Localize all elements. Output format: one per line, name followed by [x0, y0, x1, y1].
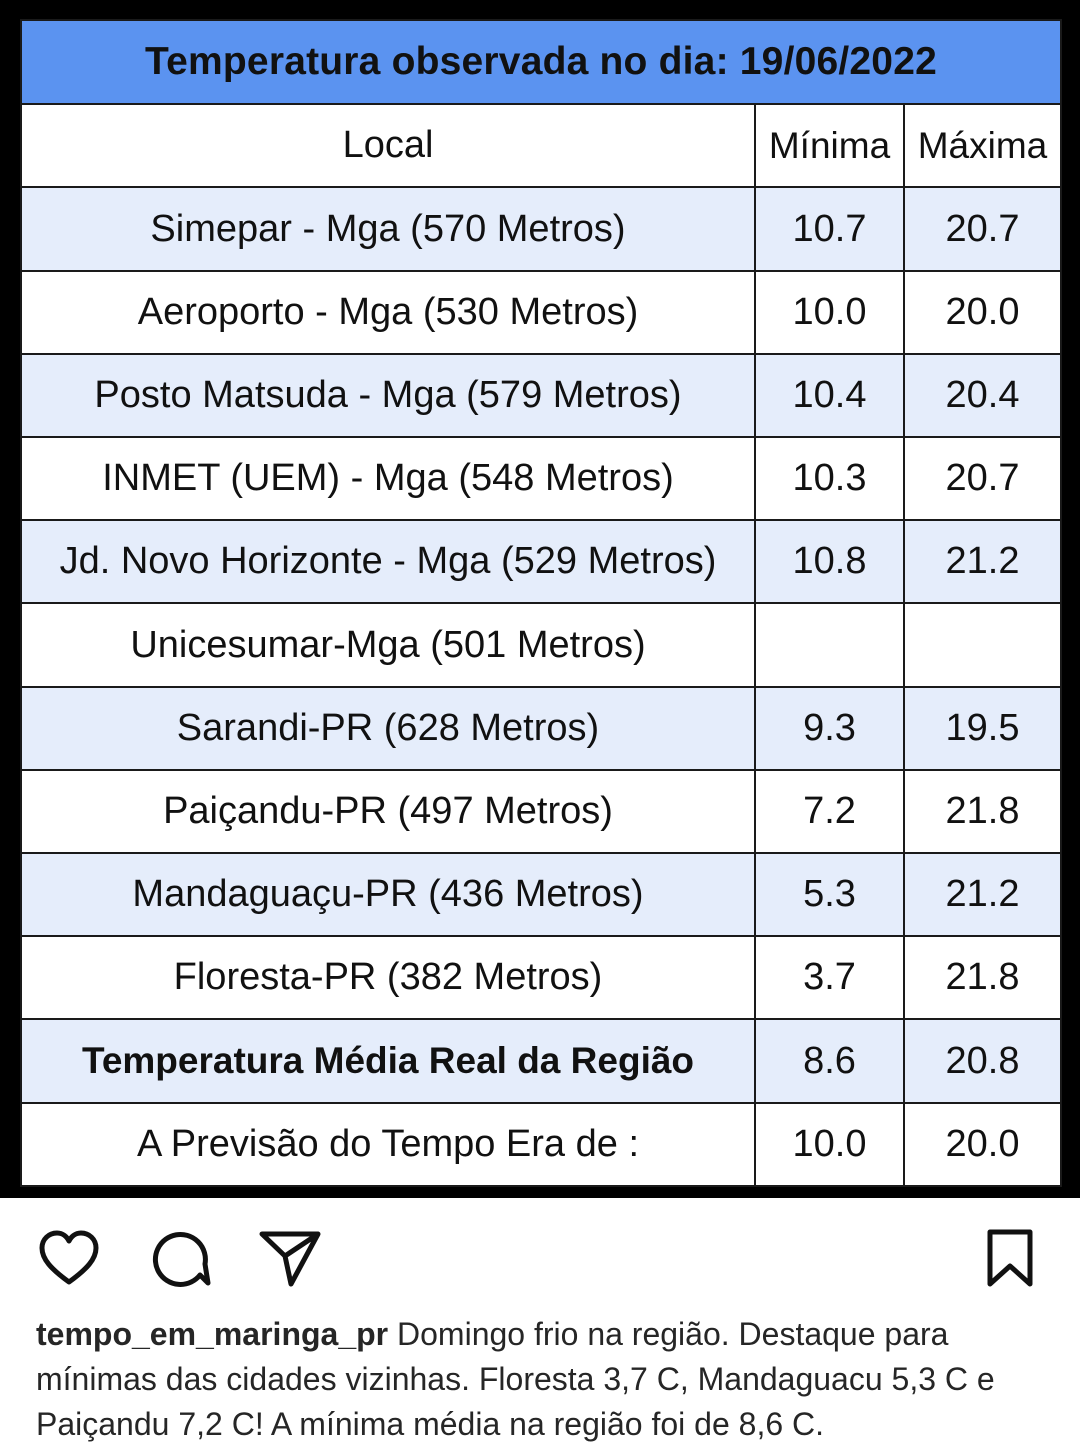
- header-min: Mínima: [754, 103, 905, 189]
- station-name: Floresta-PR (382 Metros): [20, 935, 756, 1021]
- min-temp: 10.0: [754, 269, 905, 355]
- temperature-table: Temperatura observada no dia: 19/06/2022…: [19, 18, 1063, 1188]
- table-row: Jd. Novo Horizonte - Mga (529 Metros) 10…: [20, 519, 1063, 605]
- forecast-min: 10.0: [754, 1101, 905, 1188]
- min-temp: 7.2: [754, 768, 905, 855]
- max-temp: 20.7: [902, 186, 1063, 272]
- paper-plane-icon[interactable]: [258, 1228, 322, 1288]
- header-max: Máxima: [902, 103, 1063, 189]
- table-row: Simepar - Mga (570 Metros) 10.7 20.7: [20, 186, 1063, 272]
- min-temp: [754, 602, 905, 688]
- station-name: INMET (UEM) - Mga (548 Metros): [20, 436, 756, 522]
- max-temp: 21.2: [902, 519, 1063, 605]
- min-temp: 9.3: [754, 685, 905, 771]
- comment-icon[interactable]: [148, 1228, 212, 1288]
- station-name: Aeroporto - Mga (530 Metros): [20, 269, 756, 355]
- average-label: Temperatura Média Real da Região: [20, 1018, 756, 1104]
- table-row: Mandaguaçu-PR (436 Metros) 5.3 21.2: [20, 852, 1063, 938]
- station-name: Jd. Novo Horizonte - Mga (529 Metros): [20, 519, 756, 605]
- max-temp: 20.0: [902, 269, 1063, 355]
- max-temp: [902, 602, 1063, 688]
- average-min: 8.6: [754, 1018, 905, 1104]
- min-temp: 10.7: [754, 186, 905, 272]
- forecast-max: 20.0: [902, 1101, 1063, 1188]
- min-temp: 10.8: [754, 519, 905, 605]
- table-row: INMET (UEM) - Mga (548 Metros) 10.3 20.7: [20, 436, 1063, 522]
- header-local: Local: [20, 103, 756, 189]
- heart-icon[interactable]: [37, 1228, 101, 1288]
- caption-text: Domingo frio na região. Destaque para mí…: [36, 1316, 995, 1442]
- table-title: Temperatura observada no dia: 19/06/2022: [19, 18, 1063, 106]
- min-temp: 5.3: [754, 852, 905, 938]
- min-temp: 10.3: [754, 436, 905, 522]
- max-temp: 21.8: [902, 935, 1063, 1021]
- bookmark-icon[interactable]: [980, 1228, 1040, 1288]
- table-row: Aeroporto - Mga (530 Metros) 10.0 20.0: [20, 269, 1063, 355]
- average-max: 20.8: [902, 1018, 1063, 1104]
- table-row: Unicesumar-Mga (501 Metros): [20, 602, 1063, 688]
- table-row: Posto Matsuda - Mga (579 Metros) 10.4 20…: [20, 352, 1063, 439]
- post-action-bar: [0, 1198, 1080, 1308]
- table-header-row: Local Mínima Máxima: [20, 103, 1063, 189]
- station-name: Paiçandu-PR (497 Metros): [20, 768, 756, 855]
- station-name: Mandaguaçu-PR (436 Metros): [20, 852, 756, 938]
- max-temp: 21.8: [902, 768, 1063, 855]
- max-temp: 20.7: [902, 436, 1063, 522]
- station-name: Sarandi-PR (628 Metros): [20, 685, 756, 771]
- post-caption: tempo_em_maringa_pr Domingo frio na regi…: [36, 1312, 1056, 1447]
- max-temp: 21.2: [902, 852, 1063, 938]
- table-row: Floresta-PR (382 Metros) 3.7 21.8: [20, 935, 1063, 1021]
- average-row: Temperatura Média Real da Região 8.6 20.…: [20, 1018, 1063, 1104]
- station-name: Simepar - Mga (570 Metros): [20, 186, 756, 272]
- max-temp: 20.4: [902, 352, 1063, 439]
- table-row: Paiçandu-PR (497 Metros) 7.2 21.8: [20, 768, 1063, 855]
- table-title-row: Temperatura observada no dia: 19/06/2022: [19, 18, 1063, 106]
- forecast-row: A Previsão do Tempo Era de : 10.0 20.0: [20, 1101, 1063, 1188]
- table-row: Sarandi-PR (628 Metros) 9.3 19.5: [20, 685, 1063, 771]
- station-name: Posto Matsuda - Mga (579 Metros): [20, 352, 756, 439]
- forecast-label: A Previsão do Tempo Era de :: [20, 1101, 756, 1188]
- max-temp: 19.5: [902, 685, 1063, 771]
- min-temp: 3.7: [754, 935, 905, 1021]
- station-name: Unicesumar-Mga (501 Metros): [20, 602, 756, 688]
- min-temp: 10.4: [754, 352, 905, 439]
- post-image: Temperatura observada no dia: 19/06/2022…: [0, 0, 1080, 1198]
- caption-username[interactable]: tempo_em_maringa_pr: [36, 1316, 389, 1352]
